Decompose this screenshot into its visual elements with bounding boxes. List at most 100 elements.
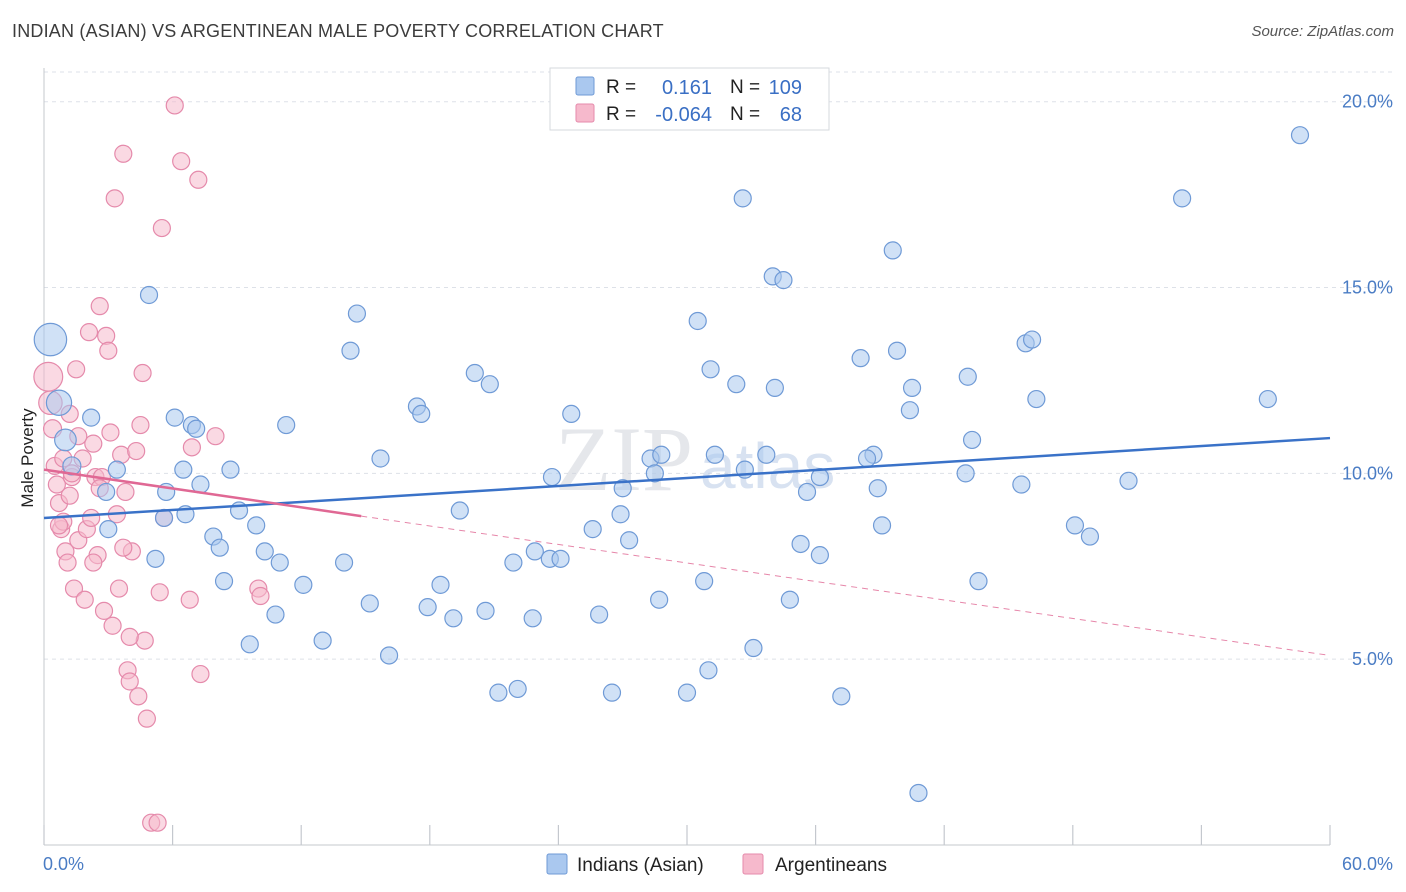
point-argentineans	[58, 553, 77, 572]
point-argentineans	[116, 482, 135, 502]
point-argentineans	[165, 96, 184, 115]
point-indians-asian	[334, 553, 354, 572]
legend-r-label-2: R =	[606, 104, 636, 125]
point-indians-asian	[733, 189, 752, 208]
point-indians-asian	[688, 311, 707, 331]
point-indians-asian	[379, 646, 399, 665]
chart-title: INDIAN (ASIAN) VS ARGENTINEAN MALE POVER…	[12, 21, 664, 41]
point-indians-asian	[33, 322, 68, 357]
point-indians-asian	[1290, 126, 1310, 145]
point-argentineans	[82, 508, 101, 528]
point-argentineans	[84, 434, 103, 453]
point-indians-asian	[277, 415, 296, 435]
point-indians-asian	[883, 241, 902, 260]
point-indians-asian	[695, 572, 714, 591]
legend-r-value-1: 0.161	[662, 77, 712, 99]
bottom-legend-swatch-pink	[742, 853, 764, 875]
point-indians-asian	[450, 501, 469, 520]
point-argentineans	[103, 616, 122, 635]
point-indians-asian	[1027, 389, 1046, 409]
legend-box	[549, 67, 830, 131]
point-argentineans	[49, 516, 69, 535]
series-indians-asian	[33, 126, 1310, 803]
bottom-legend-swatch-blue	[546, 853, 568, 875]
point-indians-asian	[489, 683, 508, 702]
x-tick-label-min: 0.0%	[43, 854, 84, 874]
watermark: ZIP atlas	[555, 408, 835, 510]
point-indians-asian	[444, 609, 463, 628]
point-indians-asian	[431, 575, 450, 594]
point-indians-asian	[810, 546, 829, 565]
point-argentineans	[114, 538, 133, 557]
point-argentineans	[182, 438, 201, 457]
y-tick-label: 20.0%	[1342, 92, 1393, 112]
point-indians-asian	[412, 404, 431, 424]
point-indians-asian	[480, 375, 499, 394]
point-indians-asian	[797, 482, 817, 502]
point-indians-asian	[508, 679, 527, 699]
point-indians-asian	[699, 661, 718, 680]
point-argentineans	[90, 297, 109, 316]
point-argentineans	[94, 601, 114, 620]
point-indians-asian	[542, 467, 562, 487]
point-indians-asian	[45, 389, 73, 416]
point-argentineans	[133, 363, 152, 383]
point-argentineans	[127, 441, 146, 461]
point-indians-asian	[701, 360, 720, 379]
point-indians-asian	[1173, 189, 1192, 208]
point-indians-asian	[266, 605, 285, 624]
point-argentineans	[109, 579, 129, 598]
legend-n-value-2: 68	[780, 104, 802, 126]
point-indians-asian	[956, 464, 975, 483]
point-indians-asian	[650, 590, 669, 609]
point-indians-asian	[139, 285, 159, 305]
point-indians-asian	[1258, 389, 1277, 409]
point-indians-asian	[832, 687, 851, 706]
point-argentineans	[129, 687, 148, 706]
point-argentineans	[75, 590, 94, 609]
trend-line-argentineans	[43, 468, 362, 518]
point-indians-asian	[418, 598, 437, 617]
legend-swatch-pink	[575, 103, 595, 123]
point-indians-asian	[255, 542, 274, 561]
point-indians-asian	[851, 349, 870, 368]
point-argentineans	[148, 813, 167, 832]
source-label: Source: ZipAtlas.com	[1251, 23, 1394, 40]
legend-n-label-1: N =	[730, 77, 760, 98]
point-indians-asian	[360, 594, 379, 613]
bottom-legend-label-indians: Indians (Asian)	[577, 855, 704, 876]
legend-r-value-2: -0.064	[655, 104, 712, 126]
bottom-legend-label-argentineans: Argentineans	[775, 855, 887, 876]
point-argentineans	[101, 423, 120, 442]
point-indians-asian	[902, 378, 922, 397]
point-argentineans	[120, 672, 139, 691]
point-indians-asian	[562, 404, 581, 424]
point-indians-asian	[214, 572, 234, 591]
point-indians-asian	[551, 549, 570, 568]
trend-line-indians-asian	[43, 436, 1331, 520]
point-indians-asian	[765, 378, 784, 397]
legend: R = 0.161 N = 109 R = -0.064 N = 68	[549, 67, 830, 131]
point-indians-asian	[1080, 527, 1100, 546]
point-indians-asian	[611, 505, 630, 524]
point-argentineans	[251, 586, 270, 606]
point-indians-asian	[744, 638, 763, 658]
point-argentineans	[180, 590, 199, 609]
point-indians-asian	[107, 460, 126, 479]
point-indians-asian	[313, 631, 332, 650]
trend-lines	[43, 436, 1331, 656]
y-tick-label: 5.0%	[1352, 649, 1393, 669]
point-indians-asian	[1119, 471, 1138, 490]
point-argentineans	[135, 631, 154, 650]
point-indians-asian	[240, 635, 259, 654]
point-indians-asian	[187, 419, 206, 438]
point-argentineans	[79, 323, 99, 342]
point-indians-asian	[54, 428, 77, 452]
point-indians-asian	[727, 375, 746, 394]
point-argentineans	[99, 341, 118, 360]
point-indians-asian	[523, 609, 542, 628]
point-indians-asian	[602, 683, 622, 702]
y-tick-label: 10.0%	[1342, 463, 1393, 483]
point-argentineans	[137, 709, 156, 728]
legend-n-label-2: N =	[730, 104, 760, 125]
